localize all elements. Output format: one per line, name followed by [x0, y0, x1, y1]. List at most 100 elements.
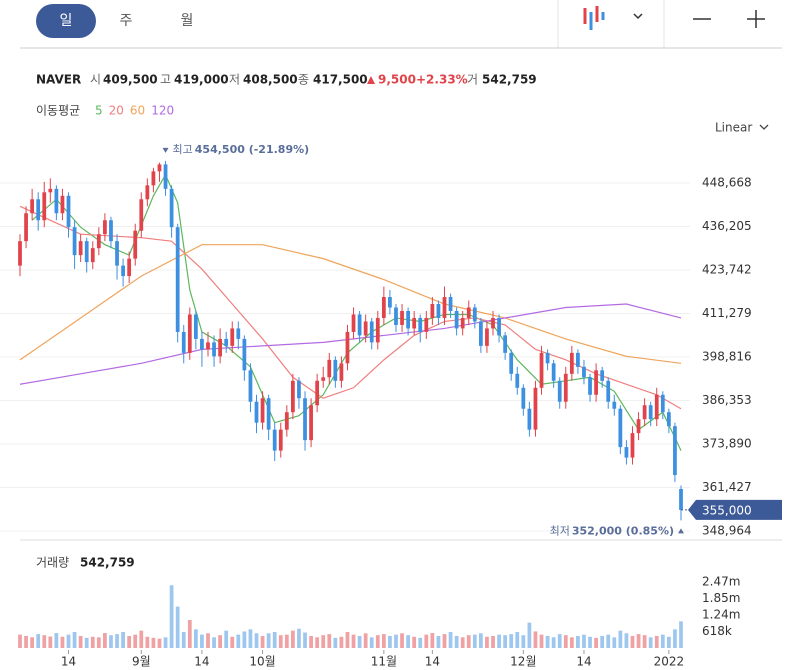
- dropdown-arrow[interactable]: [633, 13, 643, 20]
- candle-body: [163, 164, 168, 189]
- candle-body: [430, 304, 435, 318]
- candle-body: [466, 307, 471, 318]
- candle-body: [242, 338, 247, 371]
- volume-bar: [206, 633, 210, 648]
- candle-body: [357, 314, 362, 336]
- volume-bar: [600, 635, 605, 648]
- candle-body: [109, 220, 113, 242]
- field-label: 종: [298, 73, 309, 87]
- candle-body: [521, 387, 526, 409]
- volume-bar: [636, 634, 641, 648]
- annotation-text: 454,500 (-21.89%): [195, 143, 309, 156]
- volume-bar: [418, 637, 423, 648]
- candle-body: [375, 317, 380, 343]
- volume-bar: [103, 633, 107, 648]
- candle-body: [327, 359, 332, 378]
- volume-bar: [157, 638, 162, 648]
- candle-body: [454, 310, 459, 329]
- volume-bar: [563, 635, 568, 648]
- volume-bar: [139, 630, 144, 648]
- field-label: 거: [467, 73, 478, 87]
- candle-body: [169, 188, 174, 228]
- volume-bar: [400, 633, 404, 648]
- candle-body: [157, 164, 162, 172]
- candle-body: [606, 380, 611, 402]
- candle-body: [212, 342, 216, 357]
- high-marker: [162, 147, 169, 153]
- volume-bar: [430, 633, 435, 648]
- candle-body: [96, 234, 101, 249]
- tab[interactable]: 주: [120, 13, 133, 29]
- volume-bar: [24, 635, 28, 648]
- candle-body: [24, 213, 28, 242]
- volume-bar: [624, 633, 629, 648]
- candle-body: [509, 352, 514, 374]
- zoom-in[interactable]: [747, 10, 765, 28]
- volume-bar: [375, 635, 380, 648]
- candle-body: [448, 297, 453, 311]
- candle-icon[interactable]: [583, 6, 605, 30]
- x-tick-label: 10월: [249, 655, 275, 669]
- x-tick-label: 11월: [371, 655, 397, 669]
- volume-bar: [236, 634, 241, 648]
- candle-body: [254, 401, 259, 423]
- candle-body: [515, 373, 520, 388]
- ma-line: [31, 173, 682, 451]
- candle-body: [654, 394, 659, 420]
- volume-bar: [193, 629, 198, 648]
- volume-bar: [582, 634, 586, 648]
- candle-body: [539, 352, 544, 388]
- candle-body: [436, 304, 441, 318]
- volume-bar: [503, 635, 508, 648]
- volume-bar: [363, 633, 368, 648]
- scale-mode[interactable]: Linear: [715, 121, 752, 135]
- volume-bar: [527, 622, 532, 648]
- volume-bar: [169, 585, 174, 648]
- candle-body: [66, 195, 71, 228]
- candle-body: [48, 188, 53, 193]
- volume-bar: [127, 635, 132, 648]
- candle-body: [673, 426, 677, 476]
- volume-bar: [351, 634, 356, 648]
- candle-body: [260, 398, 265, 423]
- candle-body: [594, 370, 598, 395]
- volume-bar: [485, 636, 489, 648]
- candle-body: [315, 380, 320, 406]
- volume-bar: [412, 636, 417, 648]
- candle-body: [30, 199, 35, 214]
- volume-tick-label: 618k: [702, 624, 732, 638]
- field-label: 저: [229, 73, 240, 87]
- candle-body: [630, 433, 635, 458]
- candle-body: [545, 352, 550, 364]
- volume-bar: [278, 635, 283, 648]
- volume-bar: [406, 635, 410, 648]
- candle-body: [200, 338, 204, 350]
- y-tick-label: 361,427: [702, 480, 752, 494]
- dropdown-arrow[interactable]: [759, 124, 769, 130]
- tab-active-bg[interactable]: [36, 4, 96, 38]
- volume-bar: [660, 634, 665, 648]
- volume-bar: [248, 629, 253, 648]
- volume-bar: [42, 635, 47, 648]
- tab[interactable]: 월: [181, 13, 194, 29]
- candle-body: [139, 199, 144, 231]
- volume-bar: [254, 633, 259, 648]
- candle-body: [345, 331, 350, 364]
- candle-body: [563, 373, 568, 402]
- candle-body: [181, 331, 186, 353]
- volume-bar: [54, 633, 59, 648]
- volume-bar: [569, 637, 574, 648]
- volume-bar: [606, 634, 611, 648]
- tab[interactable]: 일: [60, 13, 73, 29]
- candle-body: [224, 338, 229, 346]
- candle-body: [36, 199, 41, 221]
- candle-body: [127, 258, 132, 277]
- low-marker: [678, 528, 684, 534]
- y-tick-label: 448,668: [702, 175, 752, 189]
- candle-body: [206, 342, 210, 350]
- candle-body: [303, 398, 307, 441]
- volume-title: 거래량: [36, 556, 69, 570]
- candle-body: [636, 419, 641, 434]
- y-tick-label: 423,742: [702, 262, 752, 276]
- volume-bar: [654, 635, 659, 648]
